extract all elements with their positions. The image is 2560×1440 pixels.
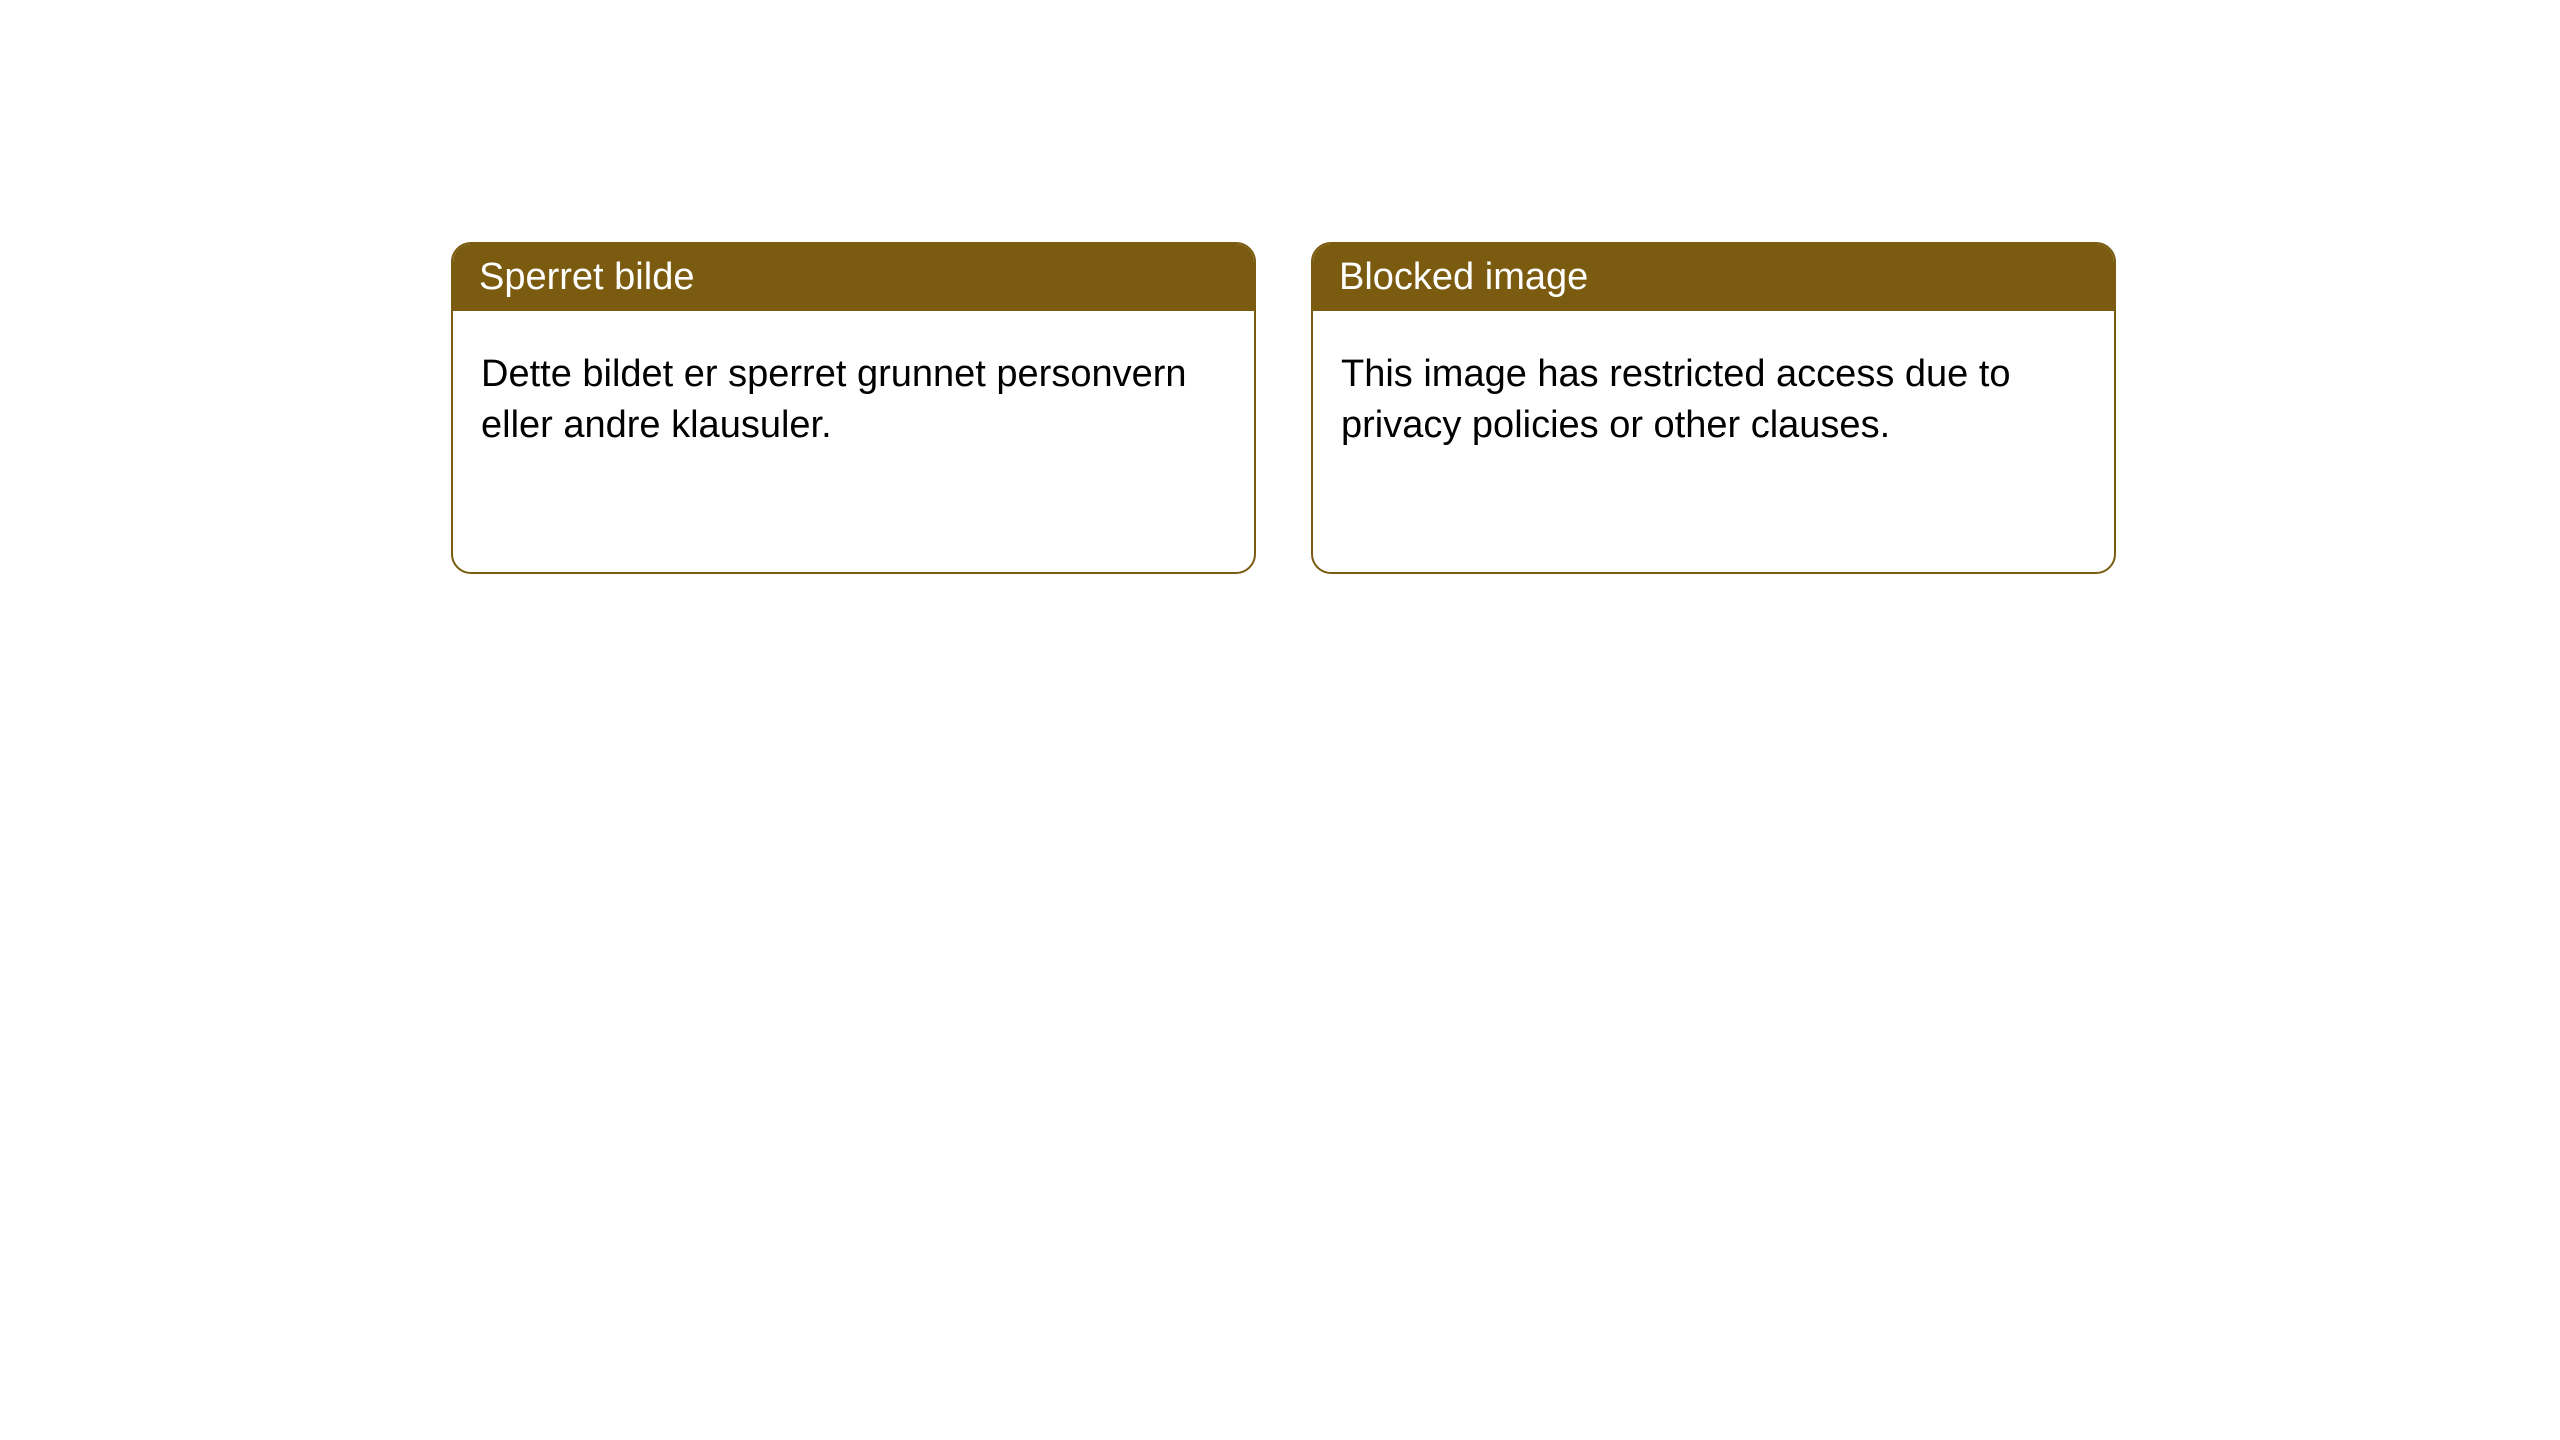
card-body: Dette bildet er sperret grunnet personve… (453, 311, 1254, 490)
card-header: Sperret bilde (453, 244, 1254, 311)
card-header: Blocked image (1313, 244, 2114, 311)
notice-cards-container: Sperret bilde Dette bildet er sperret gr… (451, 242, 2116, 574)
notice-card-norwegian: Sperret bilde Dette bildet er sperret gr… (451, 242, 1256, 574)
notice-card-english: Blocked image This image has restricted … (1311, 242, 2116, 574)
card-body: This image has restricted access due to … (1313, 311, 2114, 490)
